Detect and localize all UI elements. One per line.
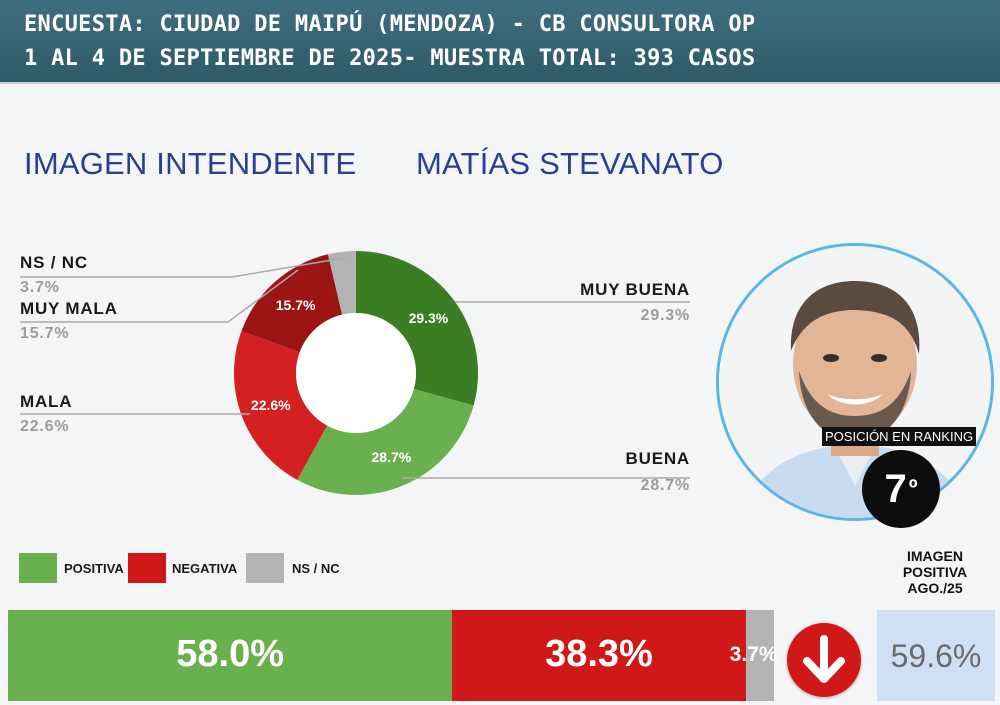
category-label-muy-mala: MUY MALA [20,299,118,318]
bar-value-negativa: 38.3% [545,633,653,675]
heading-image: IMAGEN INTENDENTE [24,146,357,181]
donut-slice-labels: 29.3% 28.7% 22.6% 15.7% [251,297,449,465]
previous-value-box [877,610,995,701]
donut-slice-label: 22.6% [251,397,291,413]
donut-slice-ns-nc [327,251,356,315]
bar-value-nsnc: 3.7% [729,643,778,666]
ranking-label: POSICIÓN EN RANKING [822,427,977,446]
ranking-ordinal: º [908,475,918,502]
bar-positiva [8,610,453,701]
header-title: ENCUESTA: CIUDAD DE MAIPÚ (MENDOZA) - CB… [24,12,756,37]
trend-down-badge [787,623,861,697]
category-label-buena: BUENA [625,449,690,468]
previous-label-line1: IMAGEN [907,548,963,564]
previous-label-line3: AGO./25 [907,580,963,596]
donut-slice-buena [297,389,474,495]
header-subtitle: 1 AL 4 DE SEPTIEMBRE DE 2025- MUESTRA TO… [24,46,756,71]
donut-slices [233,251,478,495]
leader-line-ns [20,257,345,278]
heading-name: MATÍAS STEVANATO [416,146,724,181]
donut-slice-label: 29.3% [409,310,449,326]
previous-label-line2: POSITIVA [902,564,968,580]
donut-hole [296,313,416,433]
category-value-muy-buena: 29.3% [640,307,690,324]
bar-negativa [452,610,746,701]
category-label-mala: MALA [20,392,73,411]
bar-value-positiva: 58.0% [176,633,284,675]
legend-label-negativa: NEGATIVA [172,561,238,576]
category-value-mala: 22.6% [20,418,70,435]
legend-swatch-nsnc [246,553,284,583]
previous-image-label: IMAGEN POSITIVA AGO./25 [878,548,992,596]
portrait-image [719,246,991,518]
arrow-down-icon [803,635,845,683]
category-label-ns: NS / NC [20,253,88,272]
bar-nsnc [745,610,774,701]
legend-swatch-positiva [19,553,57,583]
category-value-buena: 28.7% [640,477,690,494]
candidate-photo [716,243,994,521]
previous-value: 59.6% [890,638,982,674]
donut-slice-label: 28.7% [372,449,412,465]
legend-label-nsnc: NS / NC [292,561,340,576]
legend-swatch-negativa [128,553,166,583]
header-divider [0,82,1000,84]
category-label-muy-buena: MUY BUENA [580,280,690,299]
category-value-ns: 3.7% [20,279,60,296]
donut-slice-label: 15.7% [276,297,316,313]
category-value-muy-mala: 15.7% [20,325,70,342]
legend-label-positiva: POSITIVA [64,561,124,576]
leader-line-muy-mala [20,269,299,323]
ranking-position: 7 [884,466,907,511]
leader-lines [20,257,690,479]
donut-slice-mala [233,330,328,480]
donut-slice-muy-buena [356,251,478,406]
donut-slice-muy-mala [241,254,343,353]
header-banner: ENCUESTA: CIUDAD DE MAIPÚ (MENDOZA) - CB… [0,0,1000,82]
